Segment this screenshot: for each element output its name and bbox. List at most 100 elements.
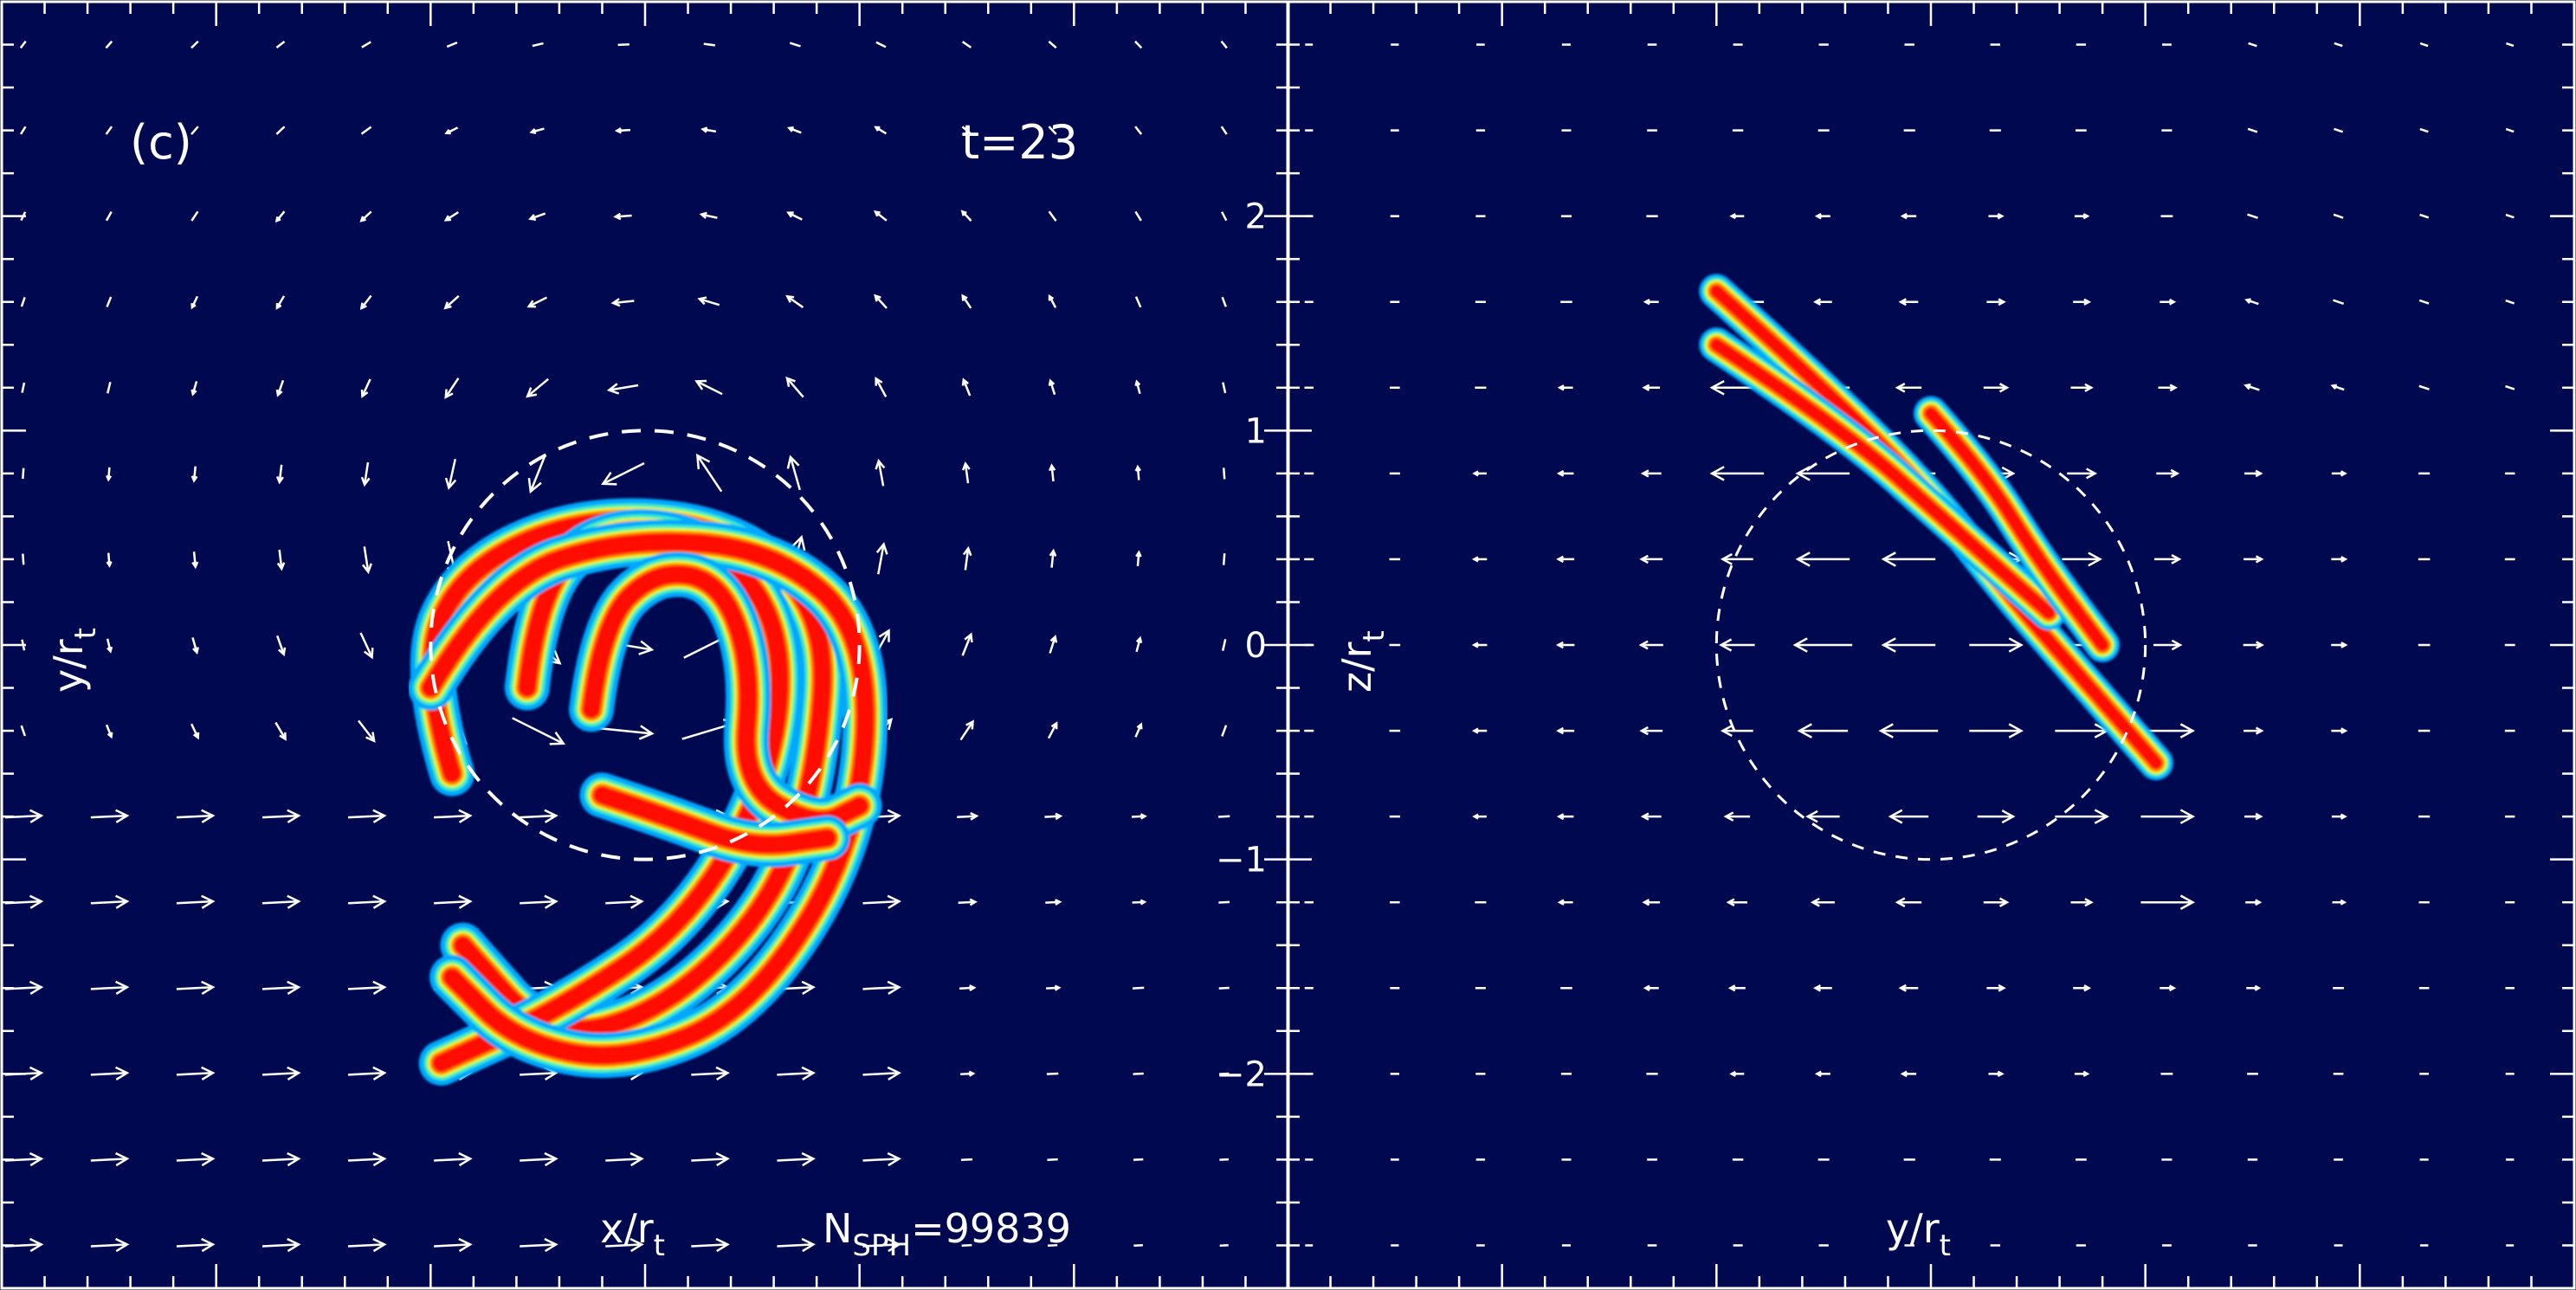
vector-arrow [1048, 293, 1057, 308]
vector-arrow [2073, 984, 2092, 992]
vector-arrow [1132, 899, 1147, 906]
vector-arrow [2331, 642, 2348, 648]
vector-arrow [2506, 42, 2515, 48]
vector-arrow [2055, 809, 2109, 824]
vector-arrow [595, 725, 655, 740]
axis-ticks [0, 0, 1290, 1290]
vector-arrow [2330, 384, 2345, 391]
vector-arrow [190, 723, 200, 740]
vector-arrow [959, 984, 977, 992]
vector-arrow [873, 210, 888, 222]
vector-arrow [2332, 899, 2347, 906]
vector-arrow [261, 980, 301, 995]
vector-arrow [875, 41, 887, 48]
vector-arrow [512, 717, 566, 745]
vector-arrow [1643, 299, 1659, 306]
vector-arrow [176, 1151, 216, 1167]
vector-arrow [1049, 548, 1057, 568]
vector-arrow [19, 126, 27, 135]
vector-arrow [601, 461, 645, 486]
stream-outer-loop [410, 498, 845, 1053]
reference-circle [1714, 429, 2147, 861]
y-tick-label: −1 [1216, 841, 1267, 880]
vector-arrow [261, 1066, 301, 1081]
vector-arrow [358, 719, 376, 743]
vector-arrow [2505, 384, 2515, 390]
vector-arrow [107, 381, 112, 394]
vector-arrow [361, 41, 371, 48]
vector-arrow [1048, 210, 1057, 222]
y-tick-label: 0 [1245, 626, 1267, 666]
vector-arrow [1045, 899, 1062, 906]
vector-arrow [1134, 379, 1141, 395]
vector-arrow [614, 127, 631, 134]
vector-arrow [1986, 984, 2006, 992]
vector-arrow [960, 1158, 973, 1161]
vector-arrow [1640, 812, 1662, 821]
vector-arrow [434, 1151, 473, 1167]
vector-arrow [275, 126, 286, 135]
vector-arrow [1135, 550, 1142, 566]
vector-arrow [1555, 641, 1575, 649]
vector-arrow [957, 811, 979, 821]
vector-arrow [1556, 726, 1575, 735]
vector-arrow [862, 1151, 902, 1167]
vector-arrow [1805, 809, 1840, 823]
vector-arrow [1221, 725, 1228, 737]
vector-arrow [1881, 637, 1936, 653]
vector-arrow [527, 455, 546, 494]
vector-arrow [1795, 466, 1850, 481]
vector-arrow [529, 127, 545, 135]
vector-arrow [1134, 296, 1142, 308]
vector-arrow [1895, 383, 1922, 393]
vector-arrow [1220, 126, 1228, 135]
vector-arrow [106, 638, 113, 654]
vector-arrow [2334, 127, 2344, 133]
vector-arrow [90, 1237, 130, 1253]
vector-arrow [2331, 727, 2348, 734]
vector-arrow [1218, 900, 1230, 904]
panel-xy: (c) t=23 x/rt y/rt NSPH=99839 [0, 0, 1290, 1290]
vector-arrow [1134, 210, 1142, 222]
vector-arrow [703, 42, 716, 47]
vector-arrow [1134, 464, 1141, 481]
vector-arrow [1220, 40, 1228, 49]
vector-arrow [2505, 213, 2515, 219]
vector-arrow [2073, 298, 2092, 306]
vector-arrow [2244, 555, 2264, 564]
vector-arrow [617, 42, 629, 47]
vector-arrow [434, 809, 473, 823]
vector-arrow [261, 809, 301, 823]
panel-label: (c) [130, 115, 192, 170]
vector-arrow [1557, 899, 1573, 906]
vector-arrow [1639, 726, 1663, 736]
vector-arrow [90, 894, 130, 909]
vector-arrow [1131, 813, 1147, 820]
vector-arrow [359, 632, 374, 660]
vector-arrow [1471, 556, 1488, 563]
vector-arrow [360, 461, 371, 487]
vector-arrow [1895, 897, 1922, 907]
vector-arrow [875, 542, 888, 575]
density-streams [1699, 274, 2174, 781]
vector-arrow [90, 980, 130, 995]
vector-arrow [2505, 127, 2515, 133]
vector-arrow [1046, 984, 1062, 991]
vector-arrow [786, 455, 801, 491]
vector-arrow [176, 980, 216, 995]
vector-arrow [528, 212, 546, 221]
vector-arrow [20, 296, 26, 307]
vector-arrow [700, 126, 717, 133]
vector-arrow [90, 809, 130, 823]
vector-arrow [1977, 809, 2016, 824]
vector-arrow [1726, 898, 1747, 906]
reference-circle [429, 429, 862, 861]
vector-arrow [446, 41, 458, 48]
vector-arrow [2158, 384, 2178, 392]
vector-arrow [2334, 42, 2343, 48]
vector-arrow [1640, 469, 1662, 478]
vector-arrow [105, 210, 113, 222]
vector-arrow [2333, 213, 2344, 219]
vector-arrow [2418, 384, 2430, 390]
vector-arrow [605, 1237, 644, 1253]
